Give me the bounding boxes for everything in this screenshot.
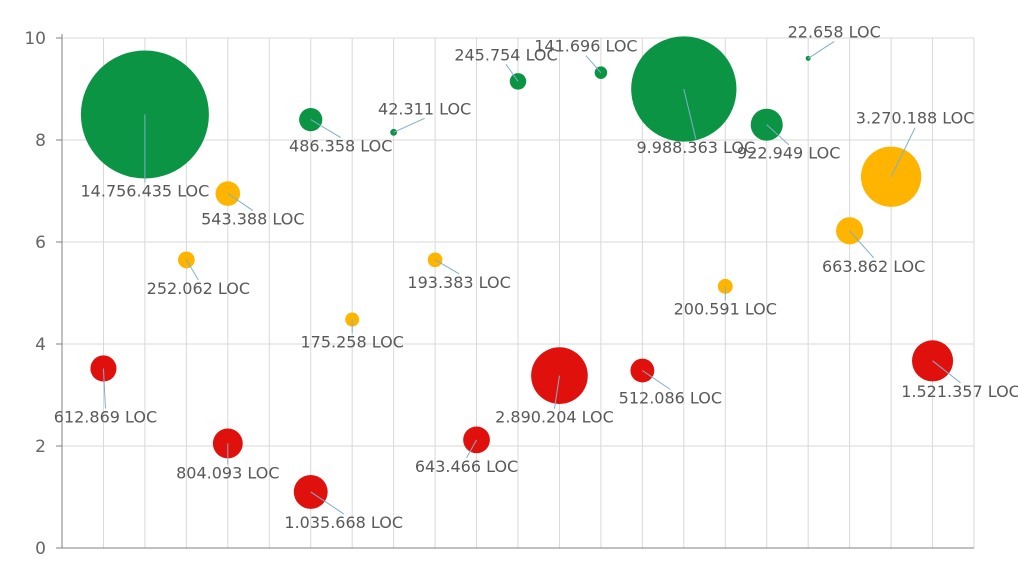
leader-line bbox=[890, 127, 916, 177]
data-label: 22.658 LOC bbox=[788, 22, 881, 41]
data-label: 193.383 LOC bbox=[407, 273, 510, 292]
data-label: 612.869 LOC bbox=[54, 407, 157, 426]
leader-line bbox=[683, 88, 697, 140]
leader-line bbox=[227, 193, 254, 211]
y-tick-label: 6 bbox=[35, 233, 46, 253]
bubble-red[interactable] bbox=[911, 340, 954, 382]
leader-line bbox=[642, 370, 671, 390]
bubble-red[interactable] bbox=[90, 355, 117, 382]
y-tick-label: 4 bbox=[35, 335, 46, 355]
bubble-amber[interactable] bbox=[177, 251, 195, 269]
leader-line bbox=[553, 375, 560, 409]
data-label: 2.890.204 LOC bbox=[495, 408, 614, 427]
data-label: 175.258 LOC bbox=[301, 333, 404, 352]
bubble-red[interactable] bbox=[293, 474, 328, 509]
leader-line bbox=[434, 259, 460, 275]
leader-line bbox=[310, 491, 345, 515]
leader-line bbox=[932, 360, 961, 384]
data-label: 252.062 LOC bbox=[147, 279, 250, 298]
data-label: 3.270.188 LOC bbox=[856, 109, 975, 128]
data-label: 1.035.668 LOC bbox=[284, 513, 403, 532]
leader-lines bbox=[102, 40, 961, 515]
data-label: 486.358 LOC bbox=[289, 137, 392, 156]
data-label: 804.093 LOC bbox=[176, 463, 279, 482]
y-tick-label: 0 bbox=[35, 539, 46, 559]
leader-line bbox=[807, 40, 835, 59]
data-labels: 14.756.435 LOC 252.062 LOC 543.388 LOC 486.… bbox=[54, 22, 1018, 532]
leader-line bbox=[466, 439, 477, 459]
data-label: 922.949 LOC bbox=[737, 144, 840, 163]
data-label: 512.086 LOC bbox=[619, 389, 722, 408]
data-label: 9.988.363 LOC bbox=[637, 138, 756, 157]
bubble-red[interactable] bbox=[630, 358, 655, 383]
data-label: 200.591 LOC bbox=[674, 299, 777, 318]
data-label: 42.311 LOC bbox=[378, 99, 471, 118]
leader-line bbox=[185, 259, 199, 281]
leader-line bbox=[849, 230, 875, 259]
data-label: 141.696 LOC bbox=[534, 37, 637, 56]
leader-line bbox=[102, 368, 106, 409]
data-label: 1.521.357 LOC bbox=[901, 382, 1018, 401]
data-label: 245.754 LOC bbox=[454, 45, 557, 64]
leader-line bbox=[766, 124, 790, 146]
leader-line bbox=[310, 119, 341, 139]
axes: 0 2 4 6 8 10 bbox=[24, 29, 974, 559]
leader-line bbox=[505, 64, 519, 82]
leader-line bbox=[585, 55, 602, 74]
y-tick-label: 8 bbox=[35, 131, 46, 151]
y-tick-label: 10 bbox=[24, 29, 46, 49]
y-tick-label: 2 bbox=[35, 437, 46, 457]
data-label: 543.388 LOC bbox=[201, 210, 304, 229]
leader-line bbox=[393, 117, 425, 133]
data-label: 663.862 LOC bbox=[822, 257, 925, 276]
data-label: 643.466 LOC bbox=[415, 457, 518, 476]
data-label: 14.756.435 LOC bbox=[81, 182, 210, 201]
